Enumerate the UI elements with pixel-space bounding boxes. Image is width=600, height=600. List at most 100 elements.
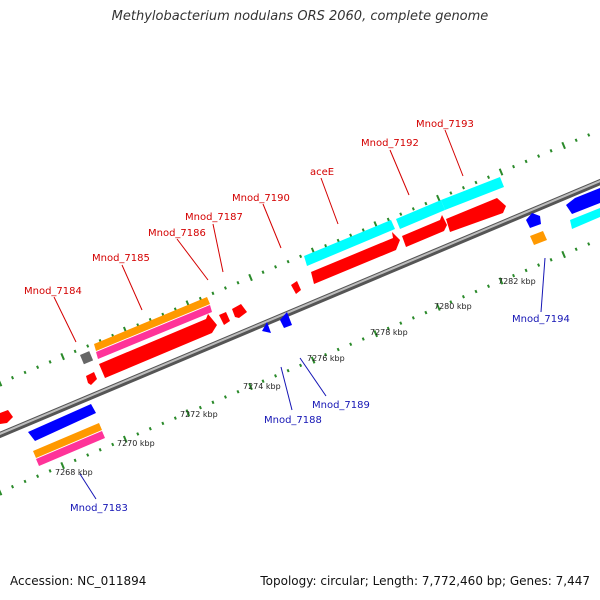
gene-edge-cyan[interactable]	[570, 208, 600, 229]
gene-edge-blue[interactable]	[566, 188, 600, 214]
scale-tick-28	[349, 342, 353, 347]
gene-mnod-7192[interactable]	[402, 215, 447, 247]
scale-tick-18	[223, 395, 227, 399]
scale-tick-25	[310, 356, 316, 364]
forward-tick-6	[73, 349, 77, 354]
scale-tick-22	[274, 374, 278, 378]
scale-label-7280: 7280 kbp	[434, 302, 472, 311]
label-mnod-7185[interactable]: Mnod_7185	[92, 253, 150, 264]
scale-tick-27	[336, 347, 340, 352]
forward-tick-29	[361, 228, 365, 232]
forward-tick-5	[60, 353, 65, 361]
scale-tick-34	[424, 310, 428, 315]
forward-leaders	[53, 129, 464, 343]
gene-mnod-7183-blue[interactable]	[28, 404, 96, 441]
gene-edge-red[interactable]	[0, 410, 13, 424]
gene-mnod-7183-orange[interactable]	[33, 423, 102, 458]
scale-tick-45	[561, 250, 566, 259]
forward-tick-4	[48, 360, 52, 364]
gene-mnod-7184[interactable]	[86, 372, 97, 385]
forward-tick-19	[236, 280, 240, 285]
label-acee[interactable]: aceE	[310, 167, 334, 178]
forward-tick-41	[512, 164, 516, 169]
label-mnod-7187[interactable]: Mnod_7187	[185, 212, 243, 223]
gene-mnod-7185-orange[interactable]	[94, 297, 210, 351]
forward-tick-22	[274, 265, 278, 269]
gene-mnod-7188[interactable]	[262, 322, 271, 333]
forward-tick-20	[248, 273, 253, 282]
scale-tick-21	[261, 379, 265, 383]
gene-acee[interactable]	[311, 232, 400, 284]
scale-tick-24	[299, 363, 303, 368]
forward-tick-3	[36, 365, 40, 369]
forward-tick-1	[10, 375, 15, 380]
gene-mnod-7186[interactable]	[219, 312, 230, 325]
forward-tick-34	[424, 201, 428, 206]
label-mnod-7183[interactable]: Mnod_7183	[70, 503, 128, 514]
label-mnod-7188[interactable]: Mnod_7188	[264, 415, 322, 426]
label-mnod-7194[interactable]: Mnod_7194	[512, 314, 570, 325]
gene-mnod-7192-cyan[interactable]	[396, 200, 445, 229]
scale-tick-36	[449, 300, 453, 304]
forward-tick-42	[524, 159, 528, 164]
scale-tick-32	[399, 321, 403, 325]
scale-tick-1	[10, 484, 15, 489]
gene-acee-cyan[interactable]	[304, 220, 395, 266]
gene-mnod-7194-blue[interactable]	[526, 213, 541, 228]
label-mnod-7192[interactable]: Mnod_7192	[361, 138, 419, 149]
scale-tick-29	[361, 337, 365, 341]
scale-tick-3	[36, 474, 40, 478]
forward-tick-23	[286, 259, 290, 264]
map-title: Methylobacterium nodulans ORS 2060, comp…	[111, 9, 489, 24]
forward-tick-18	[223, 286, 227, 290]
forward-tick-32	[399, 212, 403, 216]
gene-mnod-7190[interactable]	[291, 281, 301, 294]
gene-mnod-7184-feature[interactable]	[80, 351, 94, 365]
label-mnod-7189[interactable]: Mnod_7189	[312, 400, 370, 411]
gene-mnod-7194-orange[interactable]	[530, 231, 547, 245]
forward-tick-33	[411, 207, 415, 211]
forward-tick-28	[349, 233, 353, 238]
scale-tick-19	[236, 389, 240, 394]
scale-tick-33	[411, 316, 415, 320]
scale-label-7278: 7278 kbp	[370, 328, 408, 337]
gene-mnod-7193[interactable]	[446, 198, 506, 232]
scale-tick-11	[136, 432, 140, 436]
forward-tick-38	[474, 180, 478, 185]
genome-summary: Topology: circular; Length: 7,772,460 bp…	[260, 574, 590, 588]
scale-tick-35	[436, 303, 441, 311]
gene-mnod-7189[interactable]	[280, 312, 292, 328]
forward-tick-7	[86, 344, 90, 348]
label-mnod-7186[interactable]: Mnod_7186	[148, 228, 206, 239]
scale-tick-44	[549, 258, 553, 262]
gene-mnod-7183-magenta[interactable]	[36, 431, 105, 466]
forward-tick-16	[198, 296, 202, 301]
forward-tick-17	[211, 291, 215, 296]
reverse-genes	[28, 188, 600, 466]
scale-tick-43	[537, 263, 541, 267]
label-mnod-7190[interactable]: Mnod_7190	[232, 193, 290, 204]
scale-tick-23	[286, 368, 290, 373]
scale-tick-7	[86, 453, 90, 457]
scale-tick-5	[60, 462, 65, 470]
scale-tick-0	[0, 489, 3, 496]
scale-tick-8	[98, 448, 102, 452]
scale-label-7274: 7274 kbp	[243, 382, 281, 391]
gene-mnod-7185-magenta[interactable]	[96, 305, 212, 359]
forward-tick-0	[0, 380, 3, 387]
forward-tick-35	[436, 194, 441, 202]
scale-tick-47	[587, 242, 591, 246]
scale-tick-14	[173, 416, 177, 420]
scale-tick-15	[185, 409, 191, 417]
gene-mnod-7193-cyan[interactable]	[441, 177, 504, 210]
gene-mnod-7187[interactable]	[232, 304, 247, 318]
label-mnod-7184[interactable]: Mnod_7184	[24, 286, 82, 297]
scale-tick-6	[73, 458, 77, 463]
label-mnod-7193[interactable]: Mnod_7193	[416, 119, 474, 130]
scale-tick-41	[512, 273, 516, 278]
gene-mnod-7185[interactable]	[99, 314, 217, 378]
forward-tick-26	[324, 244, 328, 248]
forward-tick-24	[299, 254, 303, 259]
forward-tick-37	[461, 186, 465, 190]
